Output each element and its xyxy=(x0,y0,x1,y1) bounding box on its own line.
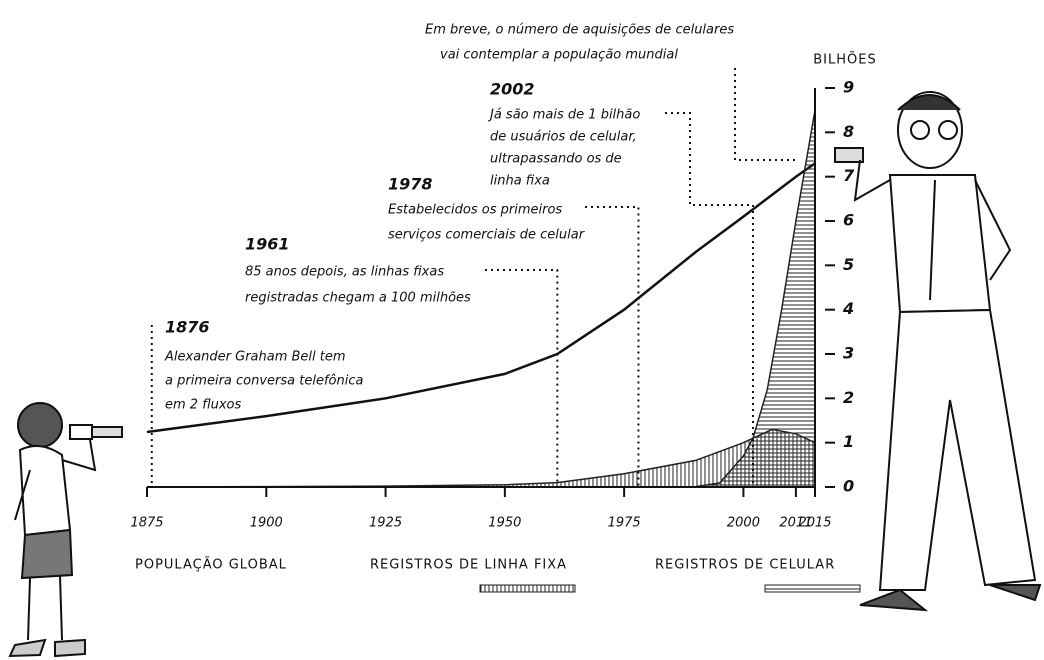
x-tick-label: 1900 xyxy=(250,516,283,531)
y-tick-label: 6 xyxy=(843,211,854,230)
y-tick-label: 8 xyxy=(843,122,854,141)
legend-swatch xyxy=(480,585,575,592)
y-tick-label: 4 xyxy=(842,299,854,318)
annotation-year: 2002 xyxy=(490,80,535,99)
x-tick-label: 1925 xyxy=(369,516,402,531)
annotation-leader xyxy=(665,113,753,487)
y-tick-label: 7 xyxy=(843,166,855,185)
annotation-text: de usuários de celular, xyxy=(490,130,637,145)
y-tick-label: 3 xyxy=(843,344,854,363)
x-tick-label: 2000 xyxy=(727,516,760,531)
y-tick-label: 2 xyxy=(843,388,854,407)
annotation-year: 1961 xyxy=(245,235,290,254)
annotation-text: Alexander Graham Bell tem xyxy=(164,350,346,365)
man-figure xyxy=(835,92,1040,610)
series-area xyxy=(639,110,816,487)
boy-figure xyxy=(10,403,122,656)
annotation-leader xyxy=(485,270,557,487)
chart-title: Em breve, o número de aquisições de celu… xyxy=(425,23,734,38)
legend-label: POPULAÇÃO GLOBAL xyxy=(135,557,287,573)
y-tick-label: 9 xyxy=(843,78,854,97)
annotation-text: Estabelecidos os primeiros xyxy=(388,203,562,218)
annotation-text: 85 anos depois, as linhas fixas xyxy=(245,265,444,280)
x-tick-label: 2015 xyxy=(798,516,831,531)
chart: 1875190019251950197520002011201501234567… xyxy=(0,0,1044,660)
y-tick-label: 5 xyxy=(843,255,854,274)
annotation-year: 1978 xyxy=(388,175,433,194)
annotation-text: linha fixa xyxy=(490,174,550,189)
title-leader xyxy=(735,68,796,160)
annotation-text: em 2 fluxos xyxy=(165,398,241,413)
x-tick-label: 1875 xyxy=(130,516,163,531)
y-tick-label: 0 xyxy=(843,477,854,496)
annotation-text: Já são mais de 1 bilhão xyxy=(487,108,640,123)
annotation-text: serviços comerciais de celular xyxy=(388,228,586,243)
annotation-text: ultrapassando os de xyxy=(490,152,622,167)
legend-swatch xyxy=(765,585,860,592)
legend-label: REGISTROS DE CELULAR xyxy=(655,558,835,573)
series-area xyxy=(152,429,815,487)
annotation-text: registradas chegam a 100 milhões xyxy=(245,291,471,306)
y-tick-label: 1 xyxy=(843,432,854,451)
x-tick-label: 1950 xyxy=(488,516,521,531)
chart-title: vai contemplar a população mundial xyxy=(440,48,678,63)
x-tick-label: 1975 xyxy=(608,516,641,531)
y-axis-label: BILHÕES xyxy=(813,52,876,68)
legend-label: REGISTROS DE LINHA FIXA xyxy=(370,558,567,573)
annotation-text: a primeira conversa telefônica xyxy=(165,374,364,389)
annotation-year: 1876 xyxy=(165,318,210,337)
annotation-leader xyxy=(585,207,638,487)
